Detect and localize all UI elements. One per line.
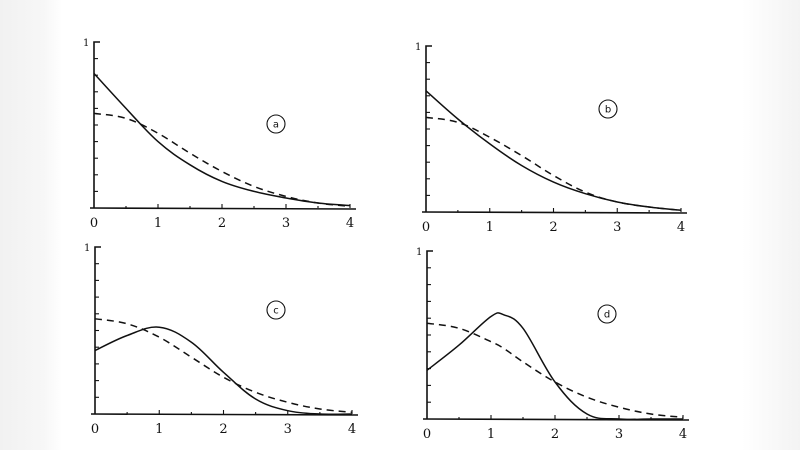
x-tick-label: 0 xyxy=(423,427,431,442)
y-tick-label-top: 1 xyxy=(83,38,89,49)
panel-label-circle xyxy=(266,114,286,134)
solid-curve xyxy=(425,90,682,212)
y-axis xyxy=(426,250,433,419)
x-tick-label: 0 xyxy=(90,216,98,231)
y-axis xyxy=(94,246,101,414)
panel-label: b xyxy=(605,105,611,116)
solid-curve xyxy=(93,73,351,207)
y-tick-label-top: 1 xyxy=(415,42,421,53)
x-tick-label: 2 xyxy=(551,427,559,442)
x-axis xyxy=(89,207,357,210)
x-tick-label: 1 xyxy=(486,220,494,235)
x-tick-label: 4 xyxy=(679,427,687,442)
x-tick-label: 4 xyxy=(677,220,685,235)
panel-d: 1 0 1 2 3 4 d xyxy=(416,247,690,442)
panel-c: 1 0 1 2 3 4 c xyxy=(84,243,359,437)
panel-b: 1 0 1 2 3 4 b xyxy=(415,42,688,235)
dashed-curve xyxy=(94,318,353,414)
dashed-curve xyxy=(426,322,684,419)
x-tick-label: 2 xyxy=(218,216,226,231)
x-tick-label: 3 xyxy=(282,216,290,231)
y-axis xyxy=(425,45,432,212)
panel-a: 1 0 1 2 3 4 a xyxy=(83,38,357,231)
x-tick-label: 1 xyxy=(487,427,495,442)
dashed-curve xyxy=(93,112,351,208)
x-tick-label: 1 xyxy=(154,216,162,231)
x-axis xyxy=(90,413,359,416)
x-tick-label: 0 xyxy=(422,220,430,235)
scan-shadow-right xyxy=(742,0,800,450)
panel-label-circle xyxy=(598,99,618,119)
panel-label: a xyxy=(273,120,279,131)
x-axis xyxy=(421,211,688,214)
x-tick-label: 0 xyxy=(91,422,99,437)
y-tick-label-top: 1 xyxy=(416,247,422,258)
panel-label-circle xyxy=(266,300,286,320)
panel-label-circle xyxy=(597,304,617,324)
solid-curve xyxy=(426,312,683,421)
x-tick-label: 3 xyxy=(284,422,292,437)
x-tick-label: 3 xyxy=(613,220,621,235)
x-tick-label: 2 xyxy=(219,422,227,437)
x-tick-label: 2 xyxy=(549,220,557,235)
scan-shadow-left xyxy=(0,0,62,450)
x-tick-label: 3 xyxy=(615,427,623,442)
panel-label: c xyxy=(273,306,279,317)
y-tick-label-top: 1 xyxy=(84,243,90,254)
y-axis xyxy=(93,41,100,208)
panel-label: d xyxy=(604,310,610,321)
x-tick-label: 4 xyxy=(348,422,356,437)
solid-curve xyxy=(94,326,353,416)
dashed-curve xyxy=(425,116,682,212)
x-tick-label: 4 xyxy=(346,216,354,231)
x-tick-label: 1 xyxy=(155,422,163,437)
